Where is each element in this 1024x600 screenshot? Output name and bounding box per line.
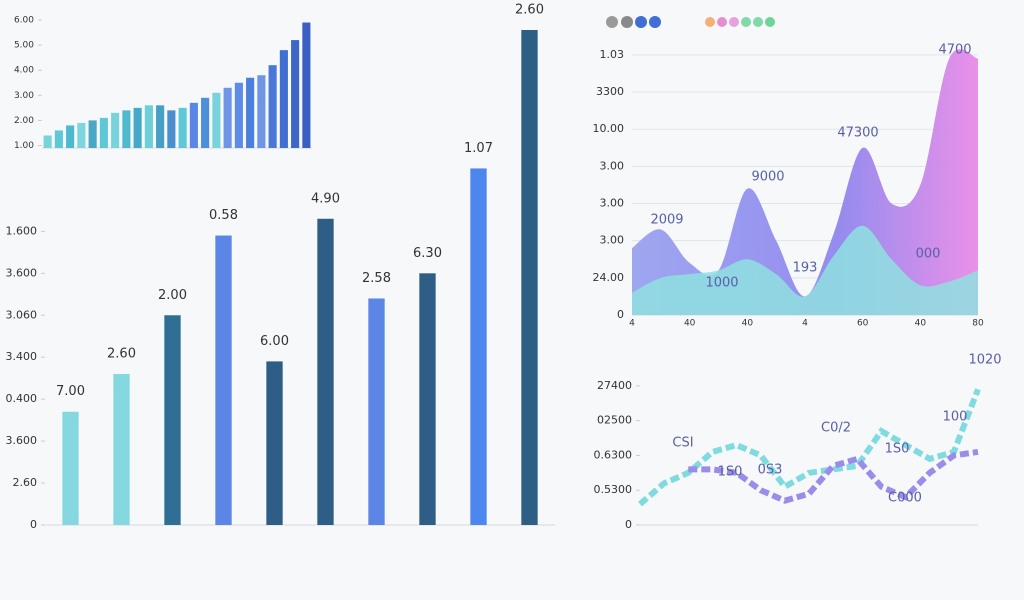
y-tick-label: 3.00 — [600, 197, 625, 210]
y-tick-label: 0 — [30, 518, 37, 531]
bar — [122, 110, 131, 148]
bar — [133, 107, 142, 148]
y-tick-label: 0 — [625, 518, 632, 531]
annotation: 1S0 — [718, 465, 743, 480]
y-tick-label: 0.5300 — [594, 483, 633, 496]
bar — [88, 120, 97, 148]
bar — [368, 298, 385, 525]
bar-annotation: 6.30 — [413, 246, 442, 261]
bar-annotation: 2.58 — [362, 271, 391, 286]
bar-annotation: 0.58 — [209, 208, 238, 223]
annotation: C000 — [888, 491, 922, 506]
x-tick-label: 40 — [742, 319, 754, 329]
x-tick-label: 4 — [802, 319, 808, 329]
y-tick-label: 3.00 — [14, 91, 34, 101]
bar — [223, 87, 232, 148]
bar — [62, 411, 79, 525]
y-tick-label: 2.60 — [13, 476, 38, 489]
y-tick-label: 5.00 — [14, 41, 34, 51]
x-tick-label: 40 — [915, 319, 927, 329]
bar — [113, 373, 130, 525]
y-tick-label: 3.00 — [600, 159, 625, 172]
bar — [144, 105, 153, 148]
annotation: 1000 — [705, 276, 738, 291]
bar — [99, 117, 108, 148]
annotation: 4700 — [938, 43, 971, 58]
y-tick-label: 24.00 — [593, 271, 625, 284]
bar — [201, 97, 210, 148]
bar-annotation: 2.60 — [107, 346, 136, 361]
bar — [521, 30, 538, 525]
y-tick-label: 27400 — [597, 379, 632, 392]
y-tick-label: 4.00 — [14, 66, 34, 76]
bar — [257, 75, 266, 148]
annotation: C0/2 — [821, 421, 851, 436]
bar — [54, 130, 63, 148]
bar — [164, 315, 181, 525]
bar-annotation: 4.90 — [311, 191, 340, 206]
annotation: 1S0 — [885, 442, 910, 457]
bar — [317, 218, 334, 525]
bar — [43, 135, 52, 148]
y-tick-label: 10.00 — [593, 122, 625, 135]
x-tick-label: 60 — [857, 319, 869, 329]
x-tick-label: 40 — [684, 319, 696, 329]
y-tick-label: 0.400 — [6, 392, 38, 405]
bar — [279, 50, 288, 148]
annotation: 2009 — [650, 213, 683, 228]
annotation: 0S3 — [758, 463, 783, 478]
bar — [246, 77, 255, 148]
annotation: CSI — [672, 436, 693, 451]
line — [688, 448, 979, 504]
annotation: 000 — [916, 247, 941, 262]
bar — [215, 235, 232, 525]
x-tick-label: 4 — [629, 319, 635, 329]
bar — [156, 105, 165, 148]
y-tick-label: 3.600 — [6, 266, 38, 279]
annotation: 47300 — [837, 126, 878, 141]
bar — [189, 102, 198, 148]
bar — [178, 107, 187, 148]
area — [632, 49, 978, 316]
y-tick-label: 0 — [617, 308, 624, 321]
bar — [111, 112, 120, 148]
y-tick-label: 3.600 — [6, 434, 38, 447]
y-tick-label: 3300 — [596, 85, 624, 98]
y-tick-label: 02500 — [597, 414, 632, 427]
y-tick-label: 2.00 — [14, 116, 34, 126]
bar — [212, 92, 221, 148]
annotation: 1020 — [968, 353, 1001, 368]
annotation: 9000 — [751, 170, 784, 185]
y-tick-label: 3.00 — [600, 234, 625, 247]
bar-annotation: 2.60 — [515, 3, 544, 18]
bar — [234, 82, 243, 148]
line — [638, 388, 981, 507]
bar — [66, 125, 75, 148]
y-tick-label: 3.060 — [6, 308, 38, 321]
bar-annotation: 6.00 — [260, 334, 289, 349]
y-tick-label: 1.03 — [600, 48, 625, 61]
y-tick-label: 6.00 — [14, 16, 34, 26]
annotation: 193 — [793, 261, 818, 276]
annotation: 100 — [943, 410, 968, 425]
y-tick-label: 0.6300 — [594, 448, 633, 461]
bar-annotation: 2.00 — [158, 288, 187, 303]
y-tick-label: 1.00 — [14, 141, 34, 151]
bar — [419, 273, 436, 525]
bar — [268, 65, 277, 148]
bar-annotation: 7.00 — [56, 384, 85, 399]
bar — [291, 40, 300, 148]
bar — [266, 361, 283, 525]
bar — [302, 22, 311, 148]
y-tick-label: 1.600 — [6, 224, 38, 237]
bar — [77, 122, 86, 148]
legend-dots — [606, 16, 775, 28]
x-tick-label: 80 — [972, 319, 984, 329]
bar — [470, 168, 487, 526]
bar-annotation: 1.07 — [464, 141, 493, 156]
y-tick-label: 3.400 — [6, 350, 38, 363]
area — [632, 225, 978, 315]
bar — [167, 110, 176, 148]
